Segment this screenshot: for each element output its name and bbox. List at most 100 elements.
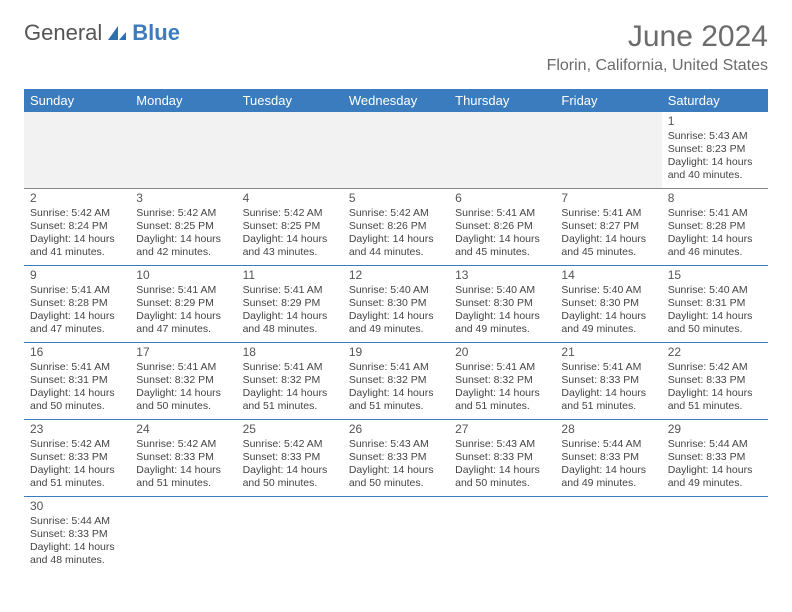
day-info-line: Daylight: 14 hours xyxy=(561,233,655,246)
calendar-cell xyxy=(555,497,661,574)
day-info-line: Sunset: 8:33 PM xyxy=(136,451,230,464)
day-info-line: Sunset: 8:32 PM xyxy=(349,374,443,387)
calendar-head: SundayMondayTuesdayWednesdayThursdayFrid… xyxy=(24,89,768,112)
day-info-line: Daylight: 14 hours xyxy=(668,387,762,400)
day-info-line: Sunset: 8:33 PM xyxy=(30,528,124,541)
logo-text-blue: Blue xyxy=(132,20,180,46)
month-title: June 2024 xyxy=(547,20,768,53)
day-number: 15 xyxy=(668,268,762,283)
calendar-cell xyxy=(130,497,236,574)
day-info-line: Sunrise: 5:40 AM xyxy=(455,284,549,297)
day-info-line: Sunset: 8:33 PM xyxy=(668,451,762,464)
calendar-cell xyxy=(343,497,449,574)
day-info-line: and 45 minutes. xyxy=(455,246,549,259)
title-block: June 2024 Florin, California, United Sta… xyxy=(547,20,768,75)
day-info-line: Sunset: 8:33 PM xyxy=(561,451,655,464)
location: Florin, California, United States xyxy=(547,57,768,75)
day-info-line: and 50 minutes. xyxy=(243,477,337,490)
day-info-line: and 51 minutes. xyxy=(136,477,230,490)
calendar-cell: 2Sunrise: 5:42 AMSunset: 8:24 PMDaylight… xyxy=(24,189,130,266)
calendar-cell xyxy=(449,112,555,189)
day-info-line: Daylight: 14 hours xyxy=(243,387,337,400)
day-header: Sunday xyxy=(24,89,130,112)
day-info-line: Daylight: 14 hours xyxy=(561,387,655,400)
day-info-line: and 49 minutes. xyxy=(561,477,655,490)
calendar-cell: 27Sunrise: 5:43 AMSunset: 8:33 PMDayligh… xyxy=(449,420,555,497)
day-info-line: Daylight: 14 hours xyxy=(30,541,124,554)
day-number: 4 xyxy=(243,191,337,206)
day-number: 28 xyxy=(561,422,655,437)
calendar-cell: 20Sunrise: 5:41 AMSunset: 8:32 PMDayligh… xyxy=(449,343,555,420)
day-info-line: Sunrise: 5:42 AM xyxy=(30,207,124,220)
day-info-line: Sunset: 8:33 PM xyxy=(30,451,124,464)
calendar-cell: 16Sunrise: 5:41 AMSunset: 8:31 PMDayligh… xyxy=(24,343,130,420)
day-number: 19 xyxy=(349,345,443,360)
day-info-line: Sunrise: 5:41 AM xyxy=(455,361,549,374)
day-header: Friday xyxy=(555,89,661,112)
calendar-cell: 12Sunrise: 5:40 AMSunset: 8:30 PMDayligh… xyxy=(343,266,449,343)
day-info-line: and 51 minutes. xyxy=(243,400,337,413)
day-number: 24 xyxy=(136,422,230,437)
calendar-cell: 28Sunrise: 5:44 AMSunset: 8:33 PMDayligh… xyxy=(555,420,661,497)
day-number: 25 xyxy=(243,422,337,437)
day-info-line: and 49 minutes. xyxy=(349,323,443,336)
calendar-row: 16Sunrise: 5:41 AMSunset: 8:31 PMDayligh… xyxy=(24,343,768,420)
day-number: 3 xyxy=(136,191,230,206)
day-info-line: Daylight: 14 hours xyxy=(349,233,443,246)
day-info-line: and 51 minutes. xyxy=(668,400,762,413)
day-info-line: Sunrise: 5:41 AM xyxy=(243,361,337,374)
day-info-line: and 50 minutes. xyxy=(349,477,443,490)
day-info-line: Sunrise: 5:41 AM xyxy=(136,284,230,297)
day-info-line: and 45 minutes. xyxy=(561,246,655,259)
day-info-line: Sunset: 8:30 PM xyxy=(455,297,549,310)
header: General Blue June 2024 Florin, Californi… xyxy=(24,20,768,75)
calendar-cell: 6Sunrise: 5:41 AMSunset: 8:26 PMDaylight… xyxy=(449,189,555,266)
calendar-cell: 22Sunrise: 5:42 AMSunset: 8:33 PMDayligh… xyxy=(662,343,768,420)
day-number: 21 xyxy=(561,345,655,360)
day-info-line: Sunset: 8:33 PM xyxy=(668,374,762,387)
day-info-line: Sunrise: 5:41 AM xyxy=(561,361,655,374)
day-info-line: Sunset: 8:29 PM xyxy=(136,297,230,310)
day-info-line: Sunrise: 5:40 AM xyxy=(668,284,762,297)
calendar-cell xyxy=(237,112,343,189)
day-info-line: Sunset: 8:23 PM xyxy=(668,143,762,156)
day-number: 13 xyxy=(455,268,549,283)
day-info-line: Sunset: 8:25 PM xyxy=(243,220,337,233)
day-info-line: Sunrise: 5:41 AM xyxy=(561,207,655,220)
day-number: 12 xyxy=(349,268,443,283)
day-info-line: and 43 minutes. xyxy=(243,246,337,259)
calendar-cell xyxy=(24,112,130,189)
logo-sail-icon xyxy=(106,24,128,42)
day-info-line: and 51 minutes. xyxy=(349,400,443,413)
day-info-line: Daylight: 14 hours xyxy=(455,310,549,323)
calendar-cell: 24Sunrise: 5:42 AMSunset: 8:33 PMDayligh… xyxy=(130,420,236,497)
calendar-body: 1Sunrise: 5:43 AMSunset: 8:23 PMDaylight… xyxy=(24,112,768,573)
calendar-cell xyxy=(237,497,343,574)
calendar-cell: 18Sunrise: 5:41 AMSunset: 8:32 PMDayligh… xyxy=(237,343,343,420)
day-number: 9 xyxy=(30,268,124,283)
calendar-row: 30Sunrise: 5:44 AMSunset: 8:33 PMDayligh… xyxy=(24,497,768,574)
day-info-line: and 47 minutes. xyxy=(30,323,124,336)
day-info-line: Sunrise: 5:42 AM xyxy=(243,207,337,220)
day-info-line: Daylight: 14 hours xyxy=(349,464,443,477)
calendar-cell: 25Sunrise: 5:42 AMSunset: 8:33 PMDayligh… xyxy=(237,420,343,497)
day-info-line: Sunset: 8:32 PM xyxy=(243,374,337,387)
day-info-line: Daylight: 14 hours xyxy=(136,310,230,323)
day-info-line: Sunrise: 5:43 AM xyxy=(455,438,549,451)
calendar-cell: 10Sunrise: 5:41 AMSunset: 8:29 PMDayligh… xyxy=(130,266,236,343)
calendar-cell: 26Sunrise: 5:43 AMSunset: 8:33 PMDayligh… xyxy=(343,420,449,497)
day-info-line: Sunset: 8:31 PM xyxy=(30,374,124,387)
day-info-line: Sunrise: 5:42 AM xyxy=(243,438,337,451)
day-header: Saturday xyxy=(662,89,768,112)
day-info-line: and 49 minutes. xyxy=(668,477,762,490)
day-number: 5 xyxy=(349,191,443,206)
day-info-line: and 51 minutes. xyxy=(561,400,655,413)
day-info-line: Sunrise: 5:41 AM xyxy=(136,361,230,374)
day-info-line: Sunrise: 5:42 AM xyxy=(136,438,230,451)
day-info-line: Sunset: 8:33 PM xyxy=(349,451,443,464)
day-number: 26 xyxy=(349,422,443,437)
day-info-line: Daylight: 14 hours xyxy=(668,310,762,323)
day-number: 14 xyxy=(561,268,655,283)
day-info-line: Daylight: 14 hours xyxy=(455,464,549,477)
calendar-cell xyxy=(130,112,236,189)
